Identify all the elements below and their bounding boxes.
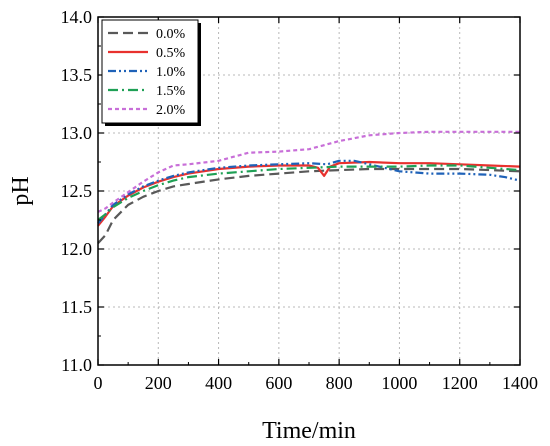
series-line-4: [97, 130, 520, 213]
x-tick-label: 0: [94, 373, 103, 393]
y-tick-label: 12.0: [61, 239, 93, 259]
series-line-0: [97, 167, 521, 244]
series-lines: [97, 130, 521, 244]
legend-label: 1.5%: [156, 84, 186, 99]
series-line-3: [97, 164, 521, 221]
legend-box: [101, 19, 199, 124]
legend: 0.0% 0.5% 1.0% 1.5% 2.0%: [101, 19, 201, 126]
x-tick-label: 1000: [381, 373, 417, 393]
y-tick-label: 11.0: [61, 355, 92, 375]
y-tick-label: 12.5: [61, 181, 93, 201]
x-tick-label: 400: [205, 373, 232, 393]
x-tick-label: 600: [265, 373, 292, 393]
legend-label: 0.5%: [156, 46, 186, 61]
x-axis-title: Time/min: [262, 418, 356, 444]
legend-label: 2.0%: [156, 103, 186, 118]
x-tick-label: 200: [145, 373, 172, 393]
axis-ticks: 0 200 400 600 800 1000 1200 1400 11.0 11.5 12.0 12.…: [61, 7, 539, 393]
legend-label: 1.0%: [156, 65, 186, 80]
y-tick-label: 14.0: [61, 7, 93, 27]
y-tick-label: 13.5: [61, 65, 93, 85]
y-tick-label: 11.5: [61, 297, 92, 317]
series-line-1: [97, 160, 521, 227]
x-tick-label: 1400: [502, 373, 538, 393]
x-tick-label: 800: [326, 373, 353, 393]
y-axis-title: pH: [8, 176, 34, 205]
x-tick-label: 1200: [442, 373, 478, 393]
y-tick-label: 13.0: [61, 123, 93, 143]
series-line-2: [97, 159, 521, 225]
legend-label: 0.0%: [156, 27, 186, 42]
